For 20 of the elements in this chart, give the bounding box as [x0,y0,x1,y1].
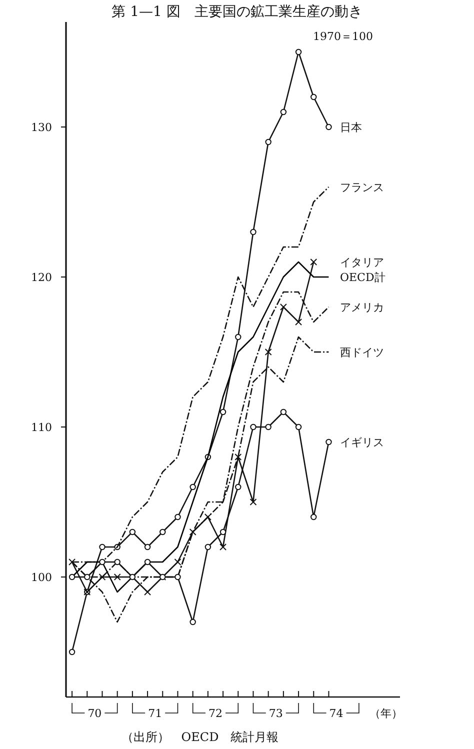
series-label: OECD計 [340,271,386,284]
ytick: 120 [31,271,52,284]
series-label: フランス [340,181,384,194]
xtick: 73 [268,707,283,720]
xtick: 72 [208,707,222,720]
series-label: イギリス [340,436,384,449]
subtitle: 1970＝100 [313,30,373,43]
xlabel: （年） [370,707,402,720]
ytick: 130 [31,121,52,134]
xtick: 74 [329,707,344,720]
ytick: 100 [31,571,52,584]
title: 第 1—1 図 主要国の鉱工業生産の動き [112,4,362,20]
xtick: 71 [148,707,162,720]
ytick: 110 [31,421,52,434]
series-label: 日本 [340,121,362,134]
series-label: イタリア [340,256,384,269]
series-label: アメリカ [340,301,384,314]
xtick: 70 [88,707,102,720]
series-label: 西ドイツ [340,346,384,359]
annotation: （出所） OECD 統計月報 [121,730,279,744]
